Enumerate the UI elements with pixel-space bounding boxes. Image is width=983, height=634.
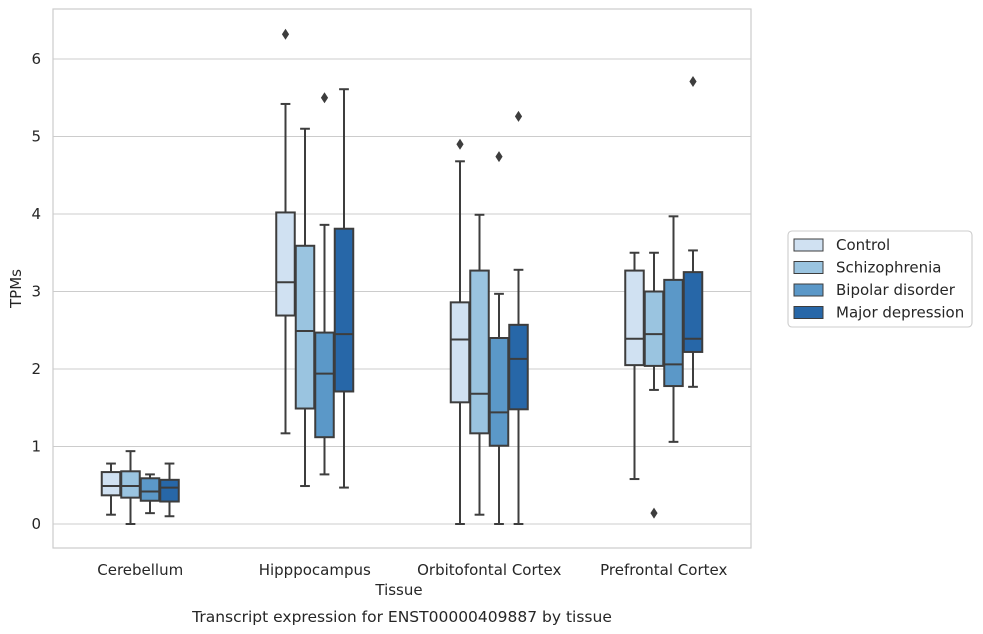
legend-frame <box>787 230 973 328</box>
legend-swatch <box>793 238 824 252</box>
box <box>663 278 684 388</box>
x-tick-label: Prefrontal Cortex <box>600 561 727 579</box>
box <box>643 290 665 367</box>
legend-swatch <box>793 306 824 319</box>
outlier-point <box>689 75 697 87</box>
legend-label: Schizophrenia <box>836 259 941 277</box>
box <box>159 478 180 503</box>
box <box>624 269 645 367</box>
gridlines <box>53 58 751 525</box>
chart-caption: Transcript expression for ENST0000040988… <box>191 608 612 626</box>
box <box>449 301 471 404</box>
outlier-point <box>650 507 658 519</box>
legend: Control Schizophrenia Bipolar disorder Majo… <box>787 230 973 328</box>
y-tick-label: 6 <box>31 50 41 68</box>
box-group <box>100 462 122 516</box>
y-axis-title: TPMs <box>7 269 25 309</box>
outlier-point <box>514 110 523 122</box>
outlier-point <box>456 138 464 150</box>
x-axis-ticks: Cerebellum Hipppocampus Orbitofontal Corte… <box>97 561 727 579</box>
plot-area <box>53 9 751 548</box>
y-tick-label: 5 <box>31 128 41 146</box>
outlier-point <box>320 92 329 104</box>
legend-swatch <box>793 261 824 274</box>
x-tick-label: Hipppocampus <box>259 561 371 579</box>
legend-label: Major depression <box>836 304 964 322</box>
box-group <box>294 127 316 488</box>
box <box>294 244 316 410</box>
box-group <box>333 88 355 489</box>
box-groups <box>100 28 704 525</box>
x-tick-label: Cerebellum <box>97 561 183 579</box>
legend-swatch <box>793 283 824 297</box>
outlier-point <box>281 28 290 40</box>
y-tick-label: 3 <box>31 283 41 301</box>
box <box>682 271 704 353</box>
plot-frame <box>52 8 752 549</box>
box <box>120 470 141 499</box>
box <box>508 323 529 411</box>
y-tick-label: 4 <box>31 205 41 223</box>
box-group <box>469 213 490 516</box>
box <box>100 471 122 497</box>
box <box>275 211 296 317</box>
box-group <box>682 75 704 388</box>
legend-label: Bipolar disorder <box>836 281 956 299</box>
y-tick-label: 0 <box>31 515 41 533</box>
box <box>333 227 355 393</box>
legend-label: Control <box>836 236 890 254</box>
box-group <box>624 251 645 481</box>
box <box>314 331 335 439</box>
box-group <box>139 473 161 515</box>
box-group <box>643 251 665 519</box>
box-group <box>508 110 529 525</box>
y-tick-label: 2 <box>31 360 41 378</box>
x-tick-label: Orbitofontal Cortex <box>417 561 561 579</box>
box-group <box>314 92 335 476</box>
box <box>488 337 510 447</box>
outlier-point <box>495 151 503 163</box>
y-axis-ticks: 0 1 2 3 4 5 6 <box>31 50 41 533</box>
box-group <box>275 28 296 435</box>
box <box>469 269 490 435</box>
x-axis-title: Tissue <box>374 581 422 599</box>
box <box>139 477 161 502</box>
y-tick-label: 1 <box>31 438 41 456</box>
box-group <box>449 138 471 525</box>
box-group <box>159 462 180 518</box>
